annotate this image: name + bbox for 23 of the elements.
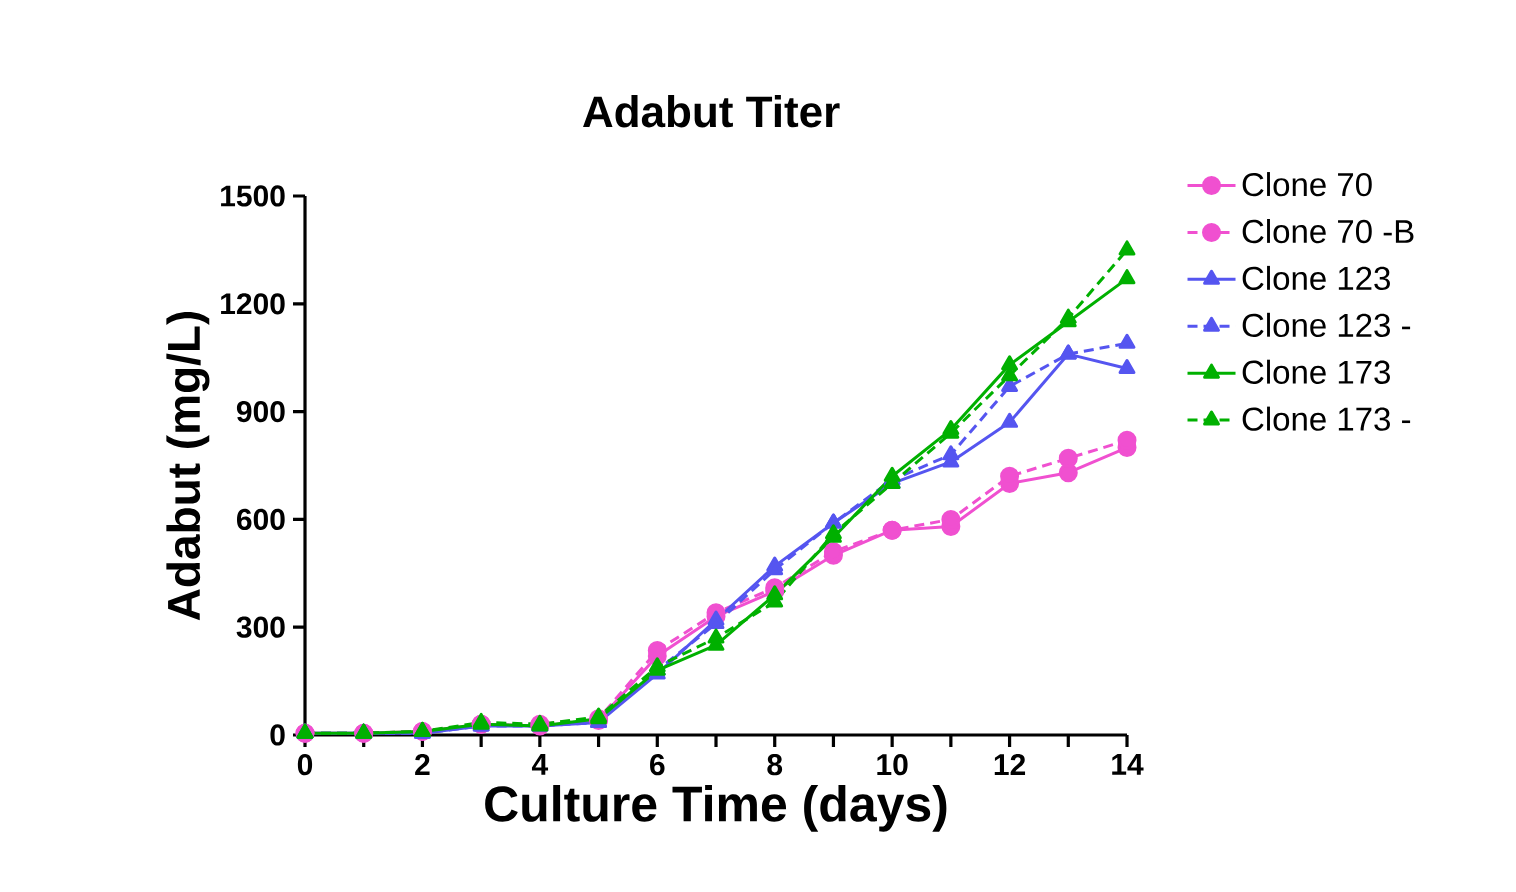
x-tick-label: 2 bbox=[415, 754, 430, 775]
y-tick-label: 900 bbox=[236, 400, 285, 423]
legend-label: Clone 123 bbox=[1242, 265, 1390, 291]
x-tick-label: 0 bbox=[297, 754, 313, 776]
chart-title: Adabut Titer bbox=[583, 95, 840, 128]
y-axis-title: Adabut (mg/L) bbox=[166, 311, 210, 621]
legend-label: Clone 173 - bbox=[1242, 406, 1411, 431]
x-axis-title: Culture Time (days) bbox=[485, 785, 947, 832]
y-tick-label: 300 bbox=[236, 616, 285, 638]
x-tick-label: 6 bbox=[650, 754, 665, 776]
y-tick-label: 1500 bbox=[221, 185, 285, 207]
y-tick-label: 600 bbox=[236, 508, 285, 530]
x-tick-label: 14 bbox=[1112, 754, 1144, 775]
x-tick-label: 4 bbox=[531, 754, 549, 775]
x-tick-label: 10 bbox=[877, 754, 908, 776]
legend-label: Clone 123 - bbox=[1242, 312, 1411, 338]
x-tick-label: 8 bbox=[767, 754, 783, 776]
y-tick-label: 1200 bbox=[221, 293, 285, 315]
legend-label: Clone 70 bbox=[1242, 172, 1372, 197]
x-tick-label: 12 bbox=[994, 754, 1026, 775]
y-tick-label: 0 bbox=[270, 724, 285, 746]
legend-label: Clone 70 -B bbox=[1242, 218, 1414, 244]
legend-label: Clone 173 bbox=[1242, 359, 1390, 384]
